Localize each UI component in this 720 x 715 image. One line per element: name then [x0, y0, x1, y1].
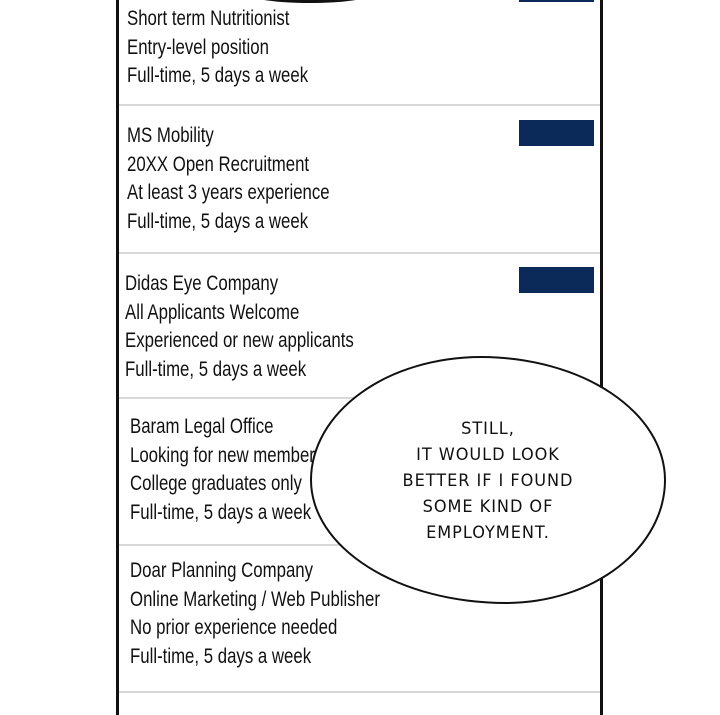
job-detail: Online Marketing / Web Publisher	[130, 587, 380, 611]
job-detail: Full-time, 5 days a week	[130, 644, 312, 668]
job-detail: Full-time, 5 days a week	[127, 64, 309, 88]
job-detail: No prior experience needed	[130, 616, 338, 640]
job-detail: Entry-level position	[127, 35, 269, 59]
divider	[119, 252, 600, 254]
job-company: MS Mobility	[127, 124, 214, 147]
bubble-line: SOME KIND OF	[422, 497, 554, 517]
job-detail: 20XX Open Recruitment	[127, 152, 310, 176]
speech-bubble	[310, 356, 666, 604]
top-decoration	[250, 0, 370, 3]
bubble-line: IT WOULD LOOK	[416, 445, 560, 465]
divider	[119, 691, 600, 693]
job-company: Baram Legal Office	[130, 415, 274, 438]
job-detail: Looking for new members	[130, 443, 324, 467]
job-detail: Experienced or new applicants	[125, 329, 354, 353]
job-detail: Full-time, 5 days a week	[127, 209, 309, 233]
job-detail: Full-time, 5 days a week	[130, 500, 312, 524]
bubble-line: STILL,	[461, 419, 515, 439]
divider	[119, 104, 600, 106]
job-company: Didas Eye Company	[125, 272, 279, 295]
speech-bubble-text: STILL, IT WOULD LOOK BETTER IF I FOUND S…	[319, 416, 657, 546]
job-detail: College graduates only	[130, 472, 302, 496]
bubble-line: BETTER IF I FOUND	[402, 471, 574, 491]
bubble-line: EMPLOYMENT.	[426, 523, 550, 543]
job-company: Short term Nutritionist	[127, 7, 290, 30]
job-detail: All Applicants Welcome	[125, 300, 300, 324]
job-apply-button[interactable]	[519, 0, 594, 2]
job-company: Doar Planning Company	[130, 559, 314, 582]
job-detail: At least 3 years experience	[127, 181, 330, 205]
job-apply-button[interactable]	[519, 120, 594, 146]
job-detail: Full-time, 5 days a week	[125, 357, 307, 381]
job-apply-button[interactable]	[519, 267, 594, 293]
